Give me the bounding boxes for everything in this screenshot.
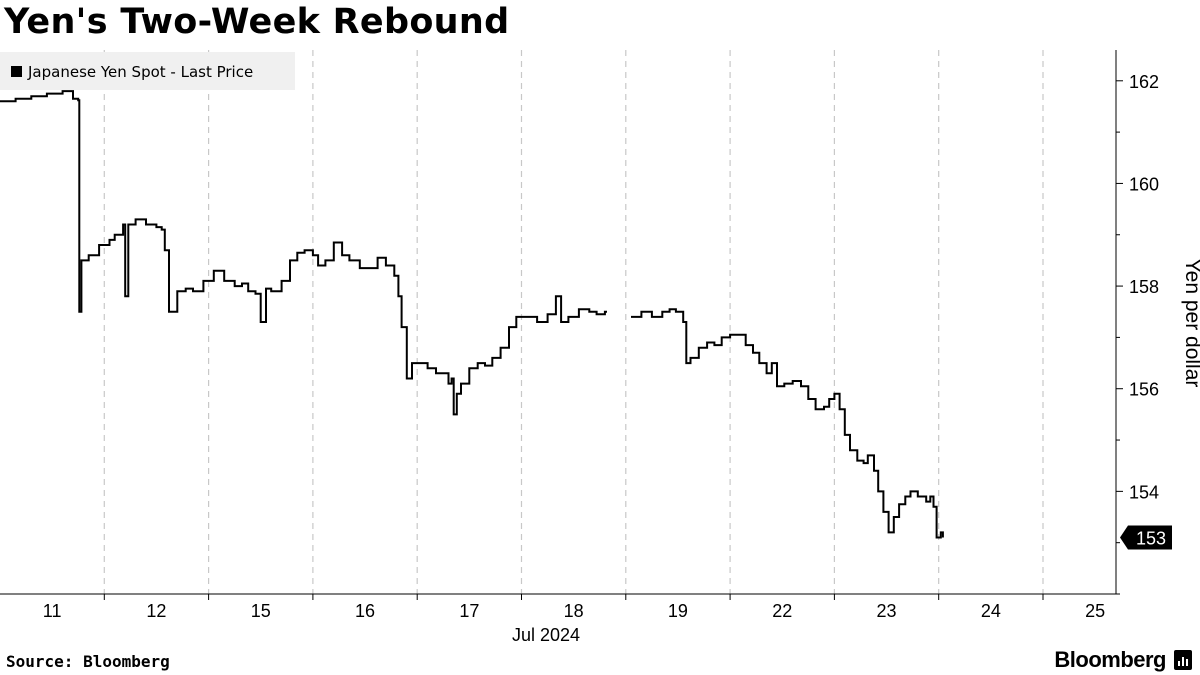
x-tick-label: 12 xyxy=(146,601,166,621)
last-value-label: 153 xyxy=(1136,529,1166,549)
x-sublabel: Jul 2024 xyxy=(512,625,580,645)
x-tick-label: 24 xyxy=(981,601,1001,621)
legend: Japanese Yen Spot - Last Price xyxy=(0,52,295,90)
legend-entry: Japanese Yen Spot - Last Price xyxy=(27,63,253,81)
grid-layer xyxy=(103,50,1044,594)
y-tick-label: 154 xyxy=(1129,482,1159,502)
x-tick-label: 25 xyxy=(1085,601,1105,621)
terminal-bars-icon xyxy=(1174,650,1192,670)
source-note: Source: Bloomberg xyxy=(6,652,170,671)
x-tick-label: 17 xyxy=(459,601,479,621)
x-tick-label: 11 xyxy=(43,601,62,621)
y-tick-label: 158 xyxy=(1129,277,1159,297)
axis-layer: 11 12 15 16 17 18 19 22 23 24 25 154 156 158 160 162 153 xyxy=(0,50,1172,621)
chart-title: Yen's Two-Week Rebound xyxy=(4,2,510,42)
x-tick-label: 22 xyxy=(772,601,792,621)
series-line xyxy=(0,90,944,539)
y-tick-label: 162 xyxy=(1129,72,1159,92)
x-tick-label: 15 xyxy=(251,601,271,621)
x-tick-label: 23 xyxy=(877,601,897,621)
x-tick-label: 16 xyxy=(355,601,375,621)
label-layer: Jul 2024 Yen per dollar xyxy=(512,259,1200,645)
y-tick-label: 156 xyxy=(1129,380,1159,400)
x-tick-label: 19 xyxy=(668,601,688,621)
legend-background xyxy=(0,52,295,90)
y-tick-label: 160 xyxy=(1129,174,1159,194)
x-tick-label: 18 xyxy=(564,601,584,621)
legend-swatch xyxy=(11,66,22,77)
last-value-tag xyxy=(1120,525,1172,550)
y-axis-label: Yen per dollar xyxy=(1181,259,1200,388)
series-layer xyxy=(0,90,944,539)
brand-logo: Bloomberg xyxy=(1054,647,1166,672)
